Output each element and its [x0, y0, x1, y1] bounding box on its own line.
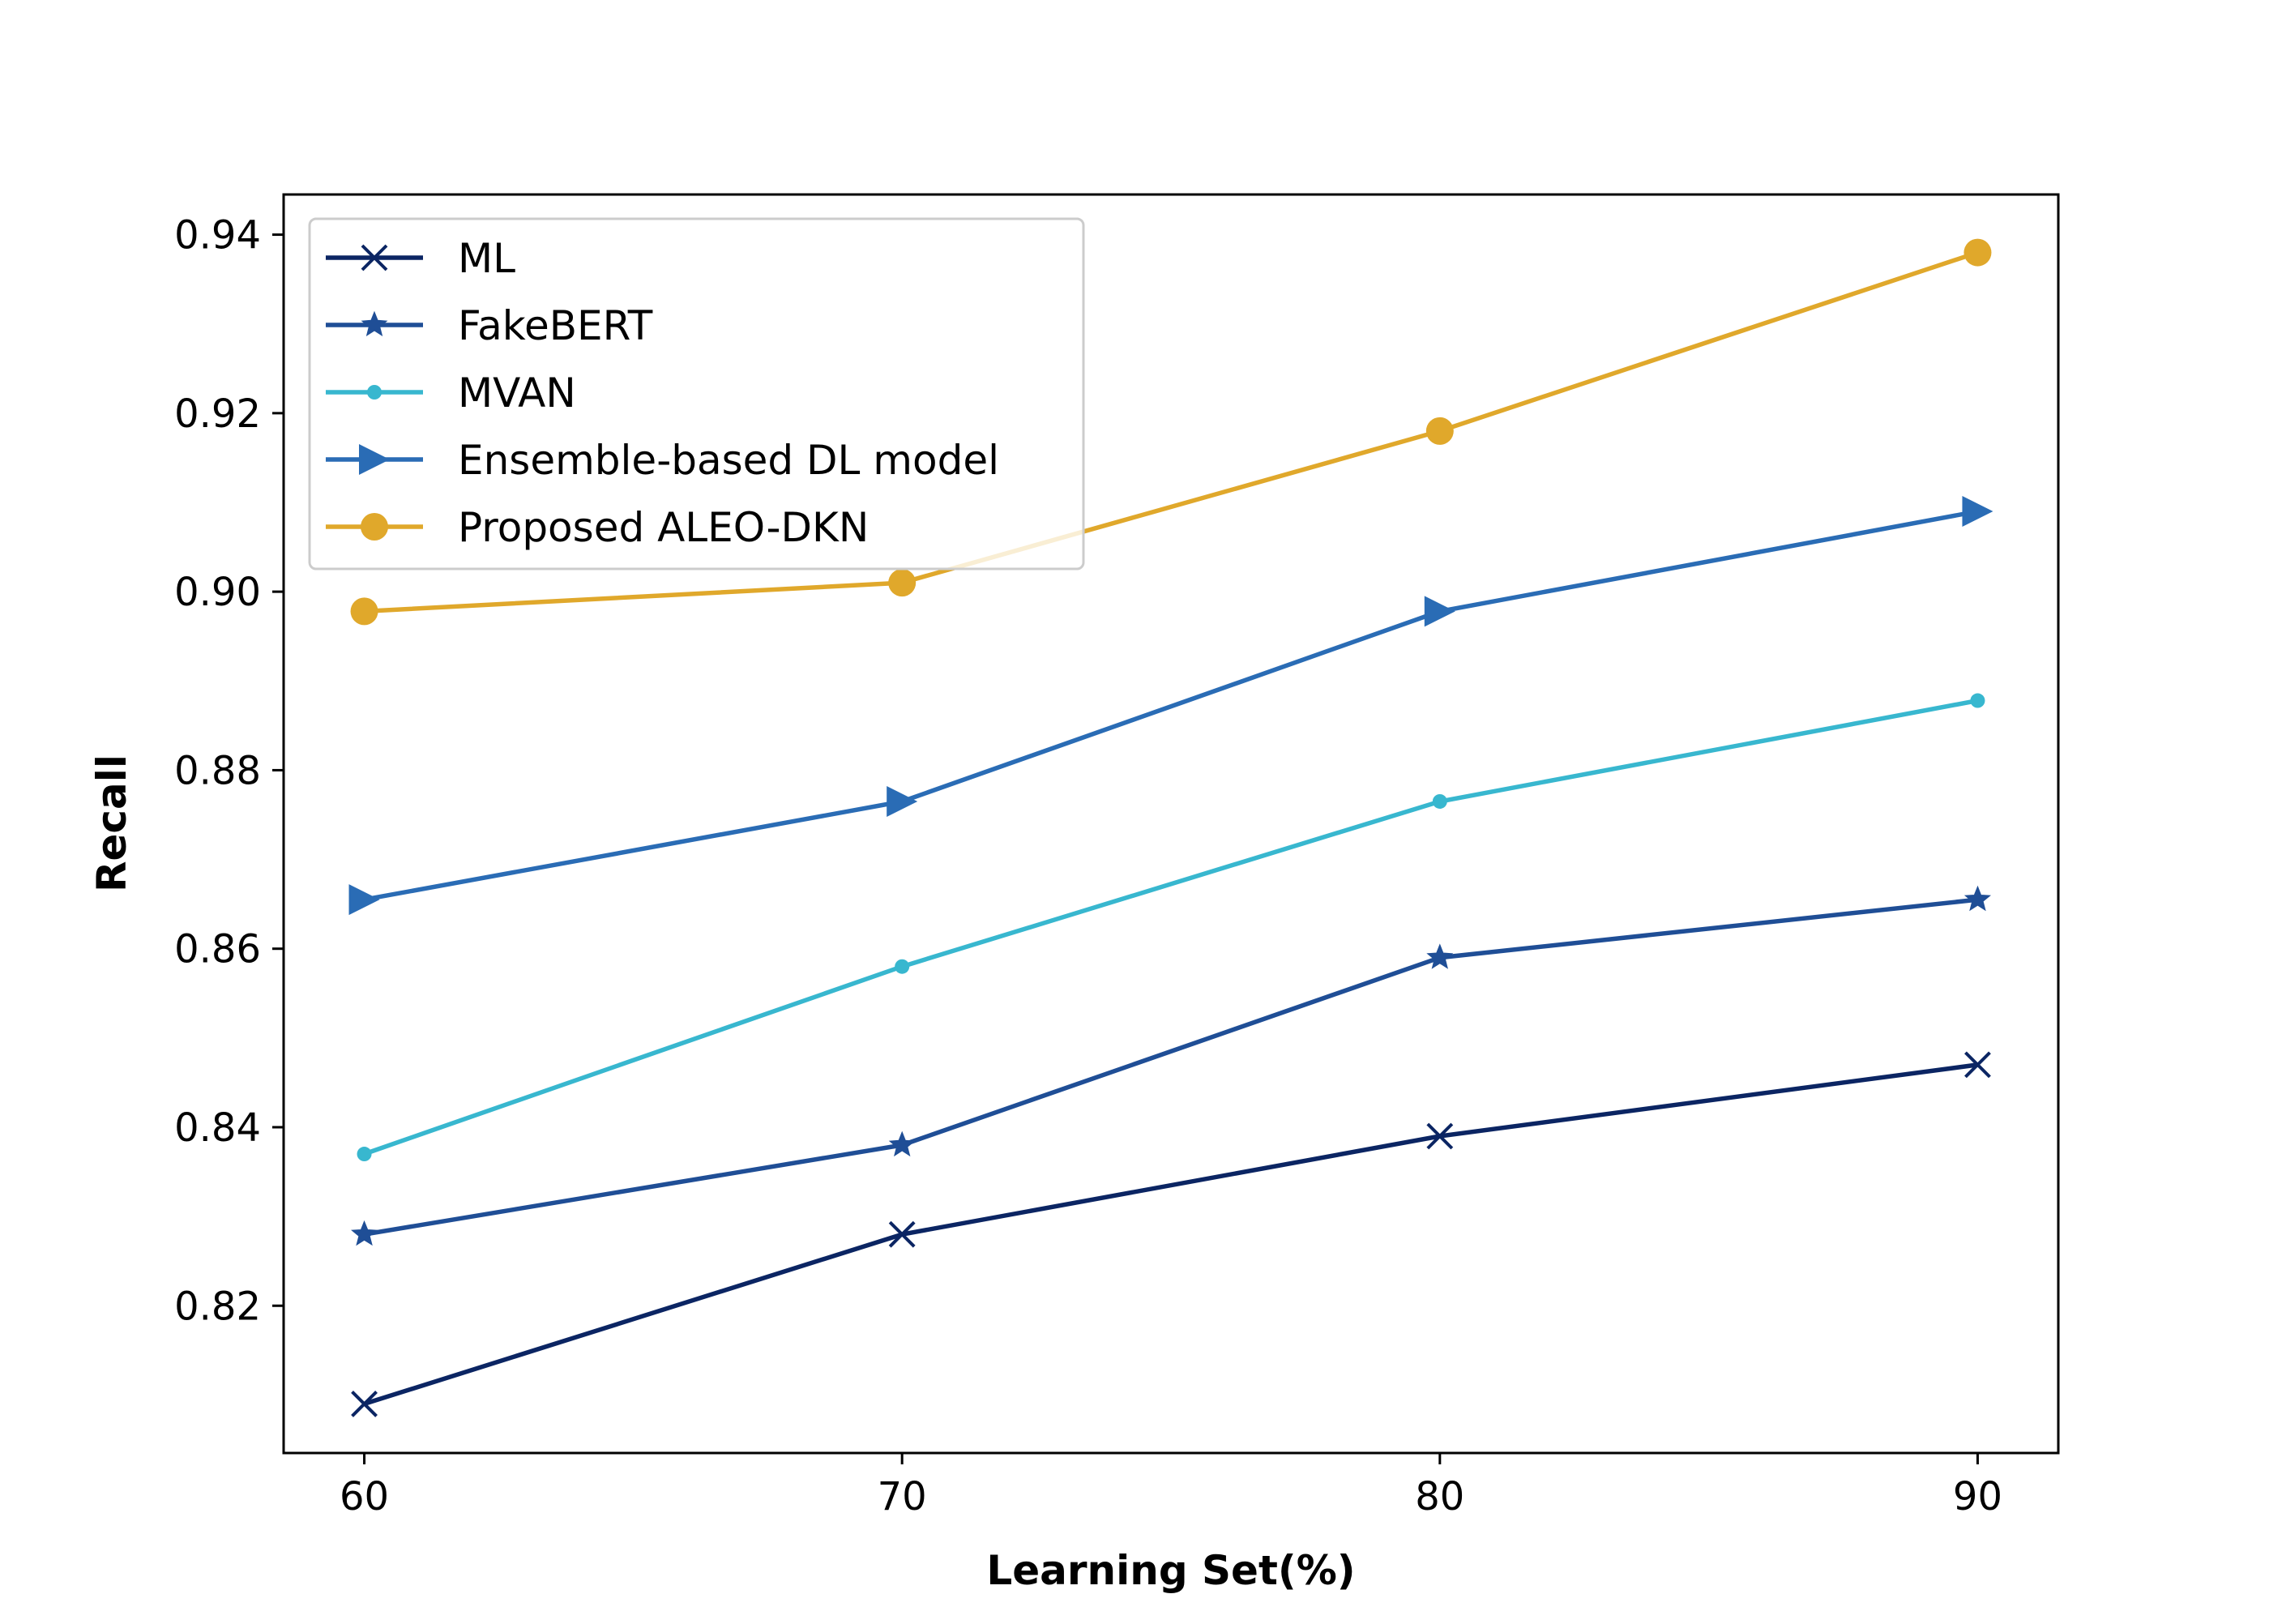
star-marker: [1963, 885, 1991, 912]
triangle-marker: [359, 444, 390, 475]
x-tick-label: 60: [340, 1474, 389, 1519]
triangle-marker: [1424, 596, 1455, 627]
y-axis-label: Recall: [88, 754, 135, 892]
series-line: [364, 250, 1979, 614]
legend-label: ML: [458, 235, 515, 282]
dot-marker: [895, 959, 910, 974]
star-marker: [1426, 943, 1454, 969]
axes-layer: 60 70 80 90 0.82 0.84 0.86 0.88 0.90 0.92 0.94: [174, 213, 2002, 1519]
x-tick-label: 90: [1953, 1474, 2002, 1519]
x-marker: [1426, 1122, 1454, 1150]
x-tick-label: 70: [878, 1474, 927, 1519]
legend-label: MVAN: [458, 370, 576, 417]
triangle-marker: [1962, 496, 1993, 528]
legend-entry: FakeBERT: [326, 302, 653, 349]
series-line: [364, 509, 1979, 902]
series-ml: [351, 1051, 1991, 1417]
legend-entry: Proposed ALEO-DKN: [326, 504, 869, 551]
y-tick-label: 0.90: [174, 570, 261, 615]
star-marker: [888, 1130, 916, 1157]
series-line: [363, 1062, 1978, 1407]
dot-marker: [1432, 793, 1447, 809]
series-line: [364, 897, 1978, 1237]
plot-frame: [282, 193, 2060, 1455]
triangle-marker: [887, 785, 918, 817]
series-layer: [348, 238, 1993, 1417]
dot-marker: [1970, 693, 1985, 708]
x-axis-label: Learning Set(%): [986, 1547, 1355, 1594]
y-tick-label: 0.86: [174, 927, 261, 972]
series-proposed-aleo-dkn: [350, 238, 1992, 626]
dot-marker: [367, 385, 382, 400]
legend-label: FakeBERT: [458, 302, 653, 349]
series-fakebert: [351, 885, 1991, 1246]
triangle-marker: [348, 884, 380, 916]
circle-marker: [350, 597, 378, 626]
legend: ML FakeBERT MVAN Ensemble-based DL model Pro…: [308, 217, 1085, 571]
legend-entry: ML: [326, 235, 515, 282]
y-tick-label: 0.92: [174, 391, 261, 437]
circle-marker: [1425, 417, 1454, 445]
dot-marker: [357, 1147, 372, 1162]
legend-box: [308, 217, 1085, 571]
legend-label: Ensemble-based DL model: [458, 437, 999, 484]
y-tick-label: 0.84: [174, 1105, 261, 1151]
series-mvan: [357, 693, 1985, 1162]
star-marker: [351, 1220, 378, 1246]
x-marker: [351, 1391, 378, 1417]
x-tick-label: 80: [1415, 1474, 1464, 1519]
y-tick-label: 0.94: [174, 213, 261, 259]
circle-marker: [1963, 238, 1992, 267]
legend-label: Proposed ALEO-DKN: [458, 504, 869, 551]
x-marker: [888, 1220, 916, 1248]
x-marker: [1964, 1051, 1991, 1079]
y-tick-label: 0.82: [174, 1284, 261, 1329]
circle-marker: [888, 569, 917, 597]
series-line: [363, 698, 1979, 1156]
legend-entry: MVAN: [326, 370, 576, 417]
circle-marker: [361, 513, 388, 541]
legend-entry: Ensemble-based DL model: [326, 437, 999, 484]
star-marker: [361, 310, 388, 336]
x-marker: [361, 244, 388, 271]
y-tick-label: 0.88: [174, 748, 261, 793]
series-ensemble-based-dl-model: [348, 496, 1993, 916]
